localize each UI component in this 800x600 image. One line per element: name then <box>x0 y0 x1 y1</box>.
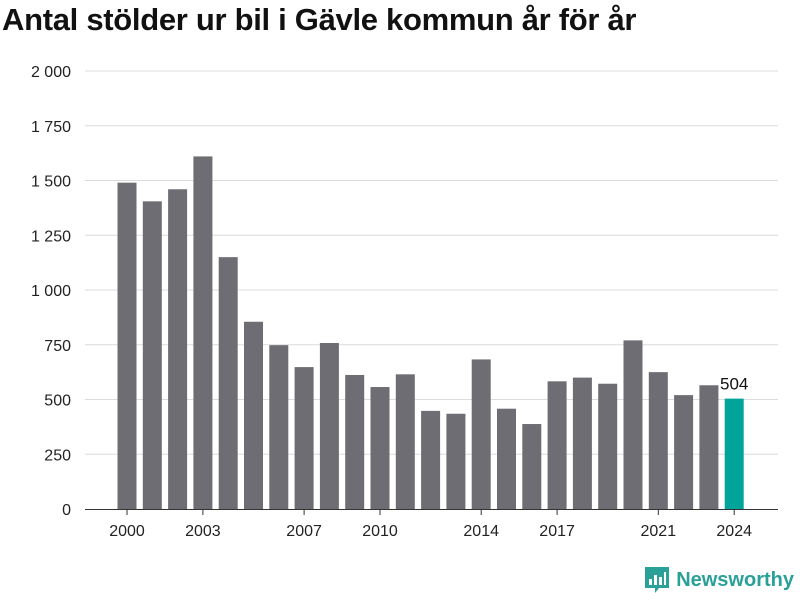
gridlines <box>85 70 778 455</box>
bar <box>471 359 491 509</box>
y-tick-label: 1 500 <box>31 174 71 191</box>
y-tick-label: 250 <box>44 447 71 464</box>
bar <box>497 408 516 509</box>
bar <box>294 367 314 509</box>
bar <box>345 374 365 509</box>
bar <box>598 383 618 509</box>
x-tick-label: 2014 <box>463 523 499 540</box>
bar <box>142 201 162 509</box>
bar <box>168 189 188 509</box>
brand-name: Newsworthy <box>676 568 794 591</box>
bar <box>319 342 339 509</box>
x-axis: 2000 2003 2007 2010 2014 2017 2021 2024 <box>85 509 778 540</box>
y-tick-label: 500 <box>44 393 71 410</box>
bar <box>572 377 592 509</box>
brand-logo: Newsworthy <box>644 566 794 594</box>
y-tick-label: 750 <box>44 338 71 355</box>
bar <box>218 257 238 509</box>
bar <box>269 345 289 509</box>
x-tick-label: 2003 <box>185 523 221 540</box>
bar <box>724 398 744 509</box>
y-tick-label: 1 250 <box>31 228 71 245</box>
x-tick-label: 2000 <box>109 523 145 540</box>
y-axis-ticks: 0 250 500 750 1 000 1 250 1 500 1 750 2 000 <box>31 64 71 519</box>
bar <box>370 387 390 509</box>
bars <box>117 156 744 509</box>
data-label: 504 <box>720 375 748 394</box>
bar <box>446 413 466 509</box>
y-tick-label: 2 000 <box>31 64 71 81</box>
bar <box>699 385 719 509</box>
x-tick-label: 2017 <box>539 523 575 540</box>
x-tick-label: 2007 <box>286 523 322 540</box>
bar <box>244 321 263 509</box>
y-tick-label: 0 <box>62 502 71 519</box>
x-tick-label: 2010 <box>362 523 398 540</box>
bar <box>193 156 213 509</box>
bar <box>674 395 694 509</box>
newsworthy-logo-icon <box>645 567 670 593</box>
chart-title: Antal stölder ur bil i Gävle kommun år f… <box>2 2 637 37</box>
data-labels: 504 <box>720 375 748 394</box>
y-tick-label: 1 750 <box>31 119 71 136</box>
bar <box>395 374 415 509</box>
y-tick-label: 1 000 <box>31 283 71 300</box>
bar <box>547 381 567 509</box>
bar <box>522 424 542 509</box>
bar <box>623 340 643 509</box>
bar <box>117 182 137 509</box>
bar <box>648 372 668 509</box>
x-tick-label: 2024 <box>716 523 752 540</box>
bar <box>421 410 441 509</box>
x-tick-label: 2021 <box>641 523 677 540</box>
